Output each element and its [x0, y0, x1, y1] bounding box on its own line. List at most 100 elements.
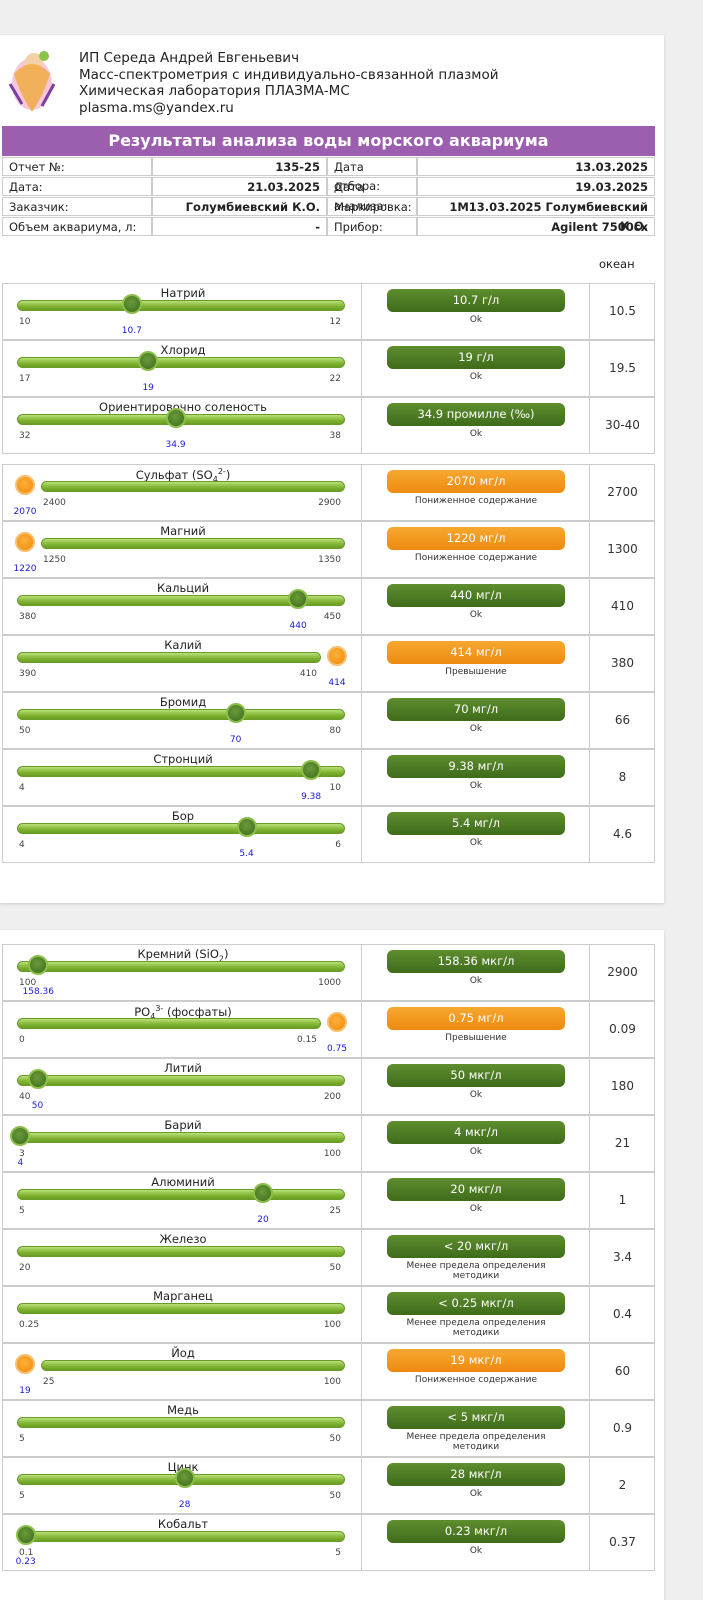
result-button: 10.7 г/л: [387, 289, 565, 312]
result-row: Калий 390 410 414 414 мг/л Превышение 380: [2, 635, 655, 692]
cell-divider: [361, 1344, 362, 1399]
status: Ok: [469, 315, 483, 325]
result-row: Барий 3 100 4 4 мкг/л Ok 21: [2, 1115, 655, 1172]
name-end: ): [225, 467, 231, 482]
cell-divider: [589, 1515, 590, 1570]
info-label: Отчет №:: [2, 157, 152, 176]
range-min: 10: [19, 317, 31, 327]
result-row: Сульфат (SO42-) 2400 2900 2070 2070 мг/л Пони…: [2, 464, 655, 521]
result-row: Медь 5 50 < 5 мкг/л Менее предела определени…: [2, 1400, 655, 1457]
value-label: 158.36: [22, 987, 55, 997]
element-name: Сульфат (SO42-): [3, 467, 363, 484]
range-max: 410: [299, 669, 317, 679]
name: Бромид: [159, 695, 207, 709]
header-line: plasma.ms@yandex.ru: [79, 100, 234, 116]
range-bar: [17, 1531, 345, 1542]
range-min: 4: [19, 783, 25, 793]
result-row: Бор 4 6 5.4 5.4 мг/л Ok 4.6: [2, 806, 655, 863]
cell-divider: [589, 284, 590, 339]
result-button: 20 мкг/л: [387, 1178, 565, 1201]
ocean-value: 3.4: [612, 1250, 633, 1264]
range-bar: [41, 1360, 345, 1371]
element-name: Железо: [3, 1232, 363, 1246]
status: Ok: [469, 1090, 483, 1100]
cell-divider: [589, 1230, 590, 1285]
cell-divider: [361, 1515, 362, 1570]
range-bar: [17, 1132, 345, 1143]
name: Кобальт: [157, 1517, 209, 1531]
cell-divider: [361, 522, 362, 577]
cell-divider: [589, 1287, 590, 1342]
range-bar: [41, 481, 345, 492]
result-row: Натрий 10 12 10.7 10.7 г/л Ok 10.5: [2, 283, 655, 340]
name-end: ): [223, 947, 229, 961]
range-min: 17: [19, 374, 31, 384]
range-min: 4: [19, 840, 25, 850]
ocean-value: 60: [614, 1364, 631, 1378]
result-button: 414 мг/л: [387, 641, 565, 664]
element-name: Кобальт: [3, 1517, 363, 1531]
status: Менее предела определения методики: [406, 1318, 546, 1338]
name: Натрий: [160, 286, 206, 300]
status: Ok: [469, 976, 483, 986]
status: Пониженное содержание: [414, 1375, 538, 1385]
name: Кремний (SiO: [137, 947, 219, 961]
name: Барий: [164, 1118, 202, 1132]
result-row: Кремний (SiO2) 100 1000 158.36 158.36 мкг/л O…: [2, 944, 655, 1001]
range-min: 0.25: [19, 1320, 40, 1330]
name: Стронций: [153, 752, 213, 766]
value-marker: [15, 532, 35, 552]
range-bar: [17, 1189, 345, 1200]
name: Ориентировочно соленость: [99, 400, 267, 414]
info-value: 135-25: [152, 157, 327, 176]
status: Ok: [469, 1489, 483, 1499]
element-name: Натрий: [3, 286, 363, 300]
cell-divider: [361, 636, 362, 691]
range-max: 25: [329, 1206, 341, 1216]
cell-divider: [361, 284, 362, 339]
info-value: -: [152, 217, 327, 236]
result-button: 70 мг/л: [387, 698, 565, 721]
range-min: 50: [19, 726, 31, 736]
cell-divider: [361, 945, 362, 1000]
element-name: PO43- (фосфаты): [3, 1004, 363, 1021]
value-marker: [121, 294, 142, 314]
status: Пониженное содержание: [414, 553, 538, 563]
range-bar: [17, 1018, 321, 1029]
result-button: 0.23 мкг/л: [387, 1520, 565, 1543]
info-label: Дата:: [2, 177, 152, 196]
cell-divider: [361, 1002, 362, 1057]
cell-divider: [361, 1059, 362, 1114]
ocean-value: 410: [611, 599, 634, 613]
value-label: 414: [328, 678, 346, 688]
value-label: 1220: [13, 564, 37, 574]
range-min: 3: [19, 1149, 25, 1159]
value-marker: [15, 1354, 35, 1374]
result-button: 34.9 промилле (‰): [387, 403, 565, 426]
info-value: Agilent 7500cx: [417, 217, 655, 236]
result-button: 158.36 мкг/л: [387, 950, 565, 973]
name-sup: 3-: [155, 1004, 164, 1013]
value-label: 2070: [13, 507, 37, 517]
info-value: 21.03.2025: [152, 177, 327, 196]
name-sup: 2-: [217, 467, 226, 476]
result-button: 0.75 мг/л: [387, 1007, 565, 1030]
name-sub: 4: [150, 1012, 156, 1022]
element-name: Кремний (SiO2): [3, 947, 363, 963]
name: Кальций: [156, 581, 210, 595]
range-max: 1350: [318, 555, 341, 565]
result-button: 4 мкг/л: [387, 1121, 565, 1144]
cell-divider: [589, 1458, 590, 1513]
value-label: 10.7: [121, 326, 142, 336]
cell-divider: [361, 1116, 362, 1171]
range-min: 40: [19, 1092, 31, 1102]
range-max: 50: [329, 1491, 341, 1501]
cell-divider: [589, 945, 590, 1000]
element-name: Бромид: [3, 695, 363, 709]
result-button: 1220 мг/л: [387, 527, 565, 550]
cell-divider: [361, 1287, 362, 1342]
ocean-value: 4.6: [612, 827, 633, 841]
cell-divider: [361, 579, 362, 634]
result-row: Стронций 4 10 9.38 9.38 мг/л Ok 8: [2, 749, 655, 806]
result-row: Марганец 0.25 100 < 0.25 мкг/л Менее предела…: [2, 1286, 655, 1343]
